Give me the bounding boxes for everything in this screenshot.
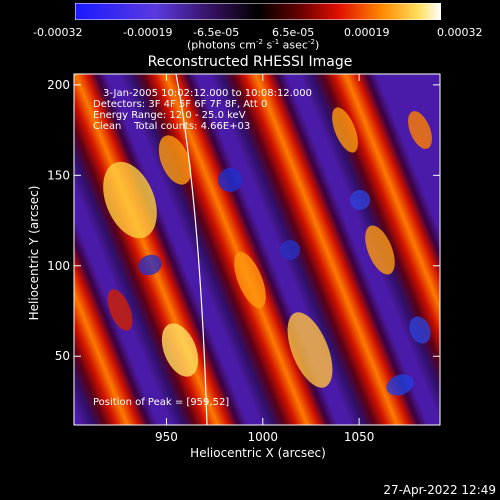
emission-blob xyxy=(365,225,395,275)
emission-blob xyxy=(408,111,432,149)
chart-title: Reconstructed RHESSI Image xyxy=(147,54,353,70)
x-axis-title: Heliocentric X (arcsec) xyxy=(190,446,326,460)
emission-blob xyxy=(287,312,333,388)
emission-blob xyxy=(218,168,242,192)
y-axis-title: Heliocentric Y (arcsec) xyxy=(27,185,41,321)
y-tick-label: 200 xyxy=(47,78,70,92)
colorbar-tick-1: -0.00032 xyxy=(33,26,83,39)
emission-band xyxy=(74,74,258,425)
emission-blob xyxy=(409,316,431,344)
emission-blob xyxy=(234,251,266,309)
render-timestamp: 27-Apr-2022 12:49 xyxy=(383,483,496,497)
x-tick-label: 1000 xyxy=(248,430,279,444)
emission-blob xyxy=(107,289,133,331)
y-ticks: 50 100 150 200 xyxy=(47,78,440,363)
colorbar-tick-2: -0.00019 xyxy=(123,26,173,39)
detectors-info: Detectors: 3F 4F 5F 6F 7F 8F, Att 0 xyxy=(93,99,268,110)
x-ticks: 950 1000 1050 xyxy=(155,74,374,444)
energy-range-info: Energy Range: 12.0 - 25.0 keV xyxy=(93,110,246,121)
peak-position-label: Position of Peak = [959,52] xyxy=(93,397,230,408)
colorbar-tick-3: -6.5e-05 xyxy=(193,26,240,39)
emission-blob xyxy=(350,190,370,210)
x-tick-label: 1050 xyxy=(344,430,375,444)
emission-blob xyxy=(103,161,157,239)
solar-limb-line xyxy=(175,73,208,426)
emission-blob xyxy=(332,107,358,153)
colorbar-tick-4: 6.5e-05 xyxy=(272,26,315,39)
emission-band xyxy=(74,74,168,425)
emission-blob xyxy=(386,374,414,396)
colorbar-tick-5: 0.00019 xyxy=(344,26,390,39)
emission-blob xyxy=(158,135,192,185)
x-tick-label: 950 xyxy=(155,430,178,444)
colorbar-tick-6: 0.00032 xyxy=(437,26,483,39)
heatmap-image xyxy=(74,74,440,425)
plot-frame xyxy=(73,73,441,426)
clean-counts-info: Clean Total counts: 4.66E+03 xyxy=(93,121,251,132)
obs-time-range: 3-Jan-2005 10:02:12.000 to 10:08:12.000 xyxy=(103,88,312,99)
emission-blob xyxy=(280,240,300,260)
emission-blob xyxy=(161,323,199,377)
emission-band xyxy=(200,74,438,425)
y-tick-label: 50 xyxy=(55,349,70,363)
y-tick-label: 100 xyxy=(47,259,70,273)
emission-blob xyxy=(138,254,162,276)
y-tick-label: 150 xyxy=(47,168,70,182)
colorbar-units: (photons cm-2 s-1 asec-2) xyxy=(187,38,320,52)
